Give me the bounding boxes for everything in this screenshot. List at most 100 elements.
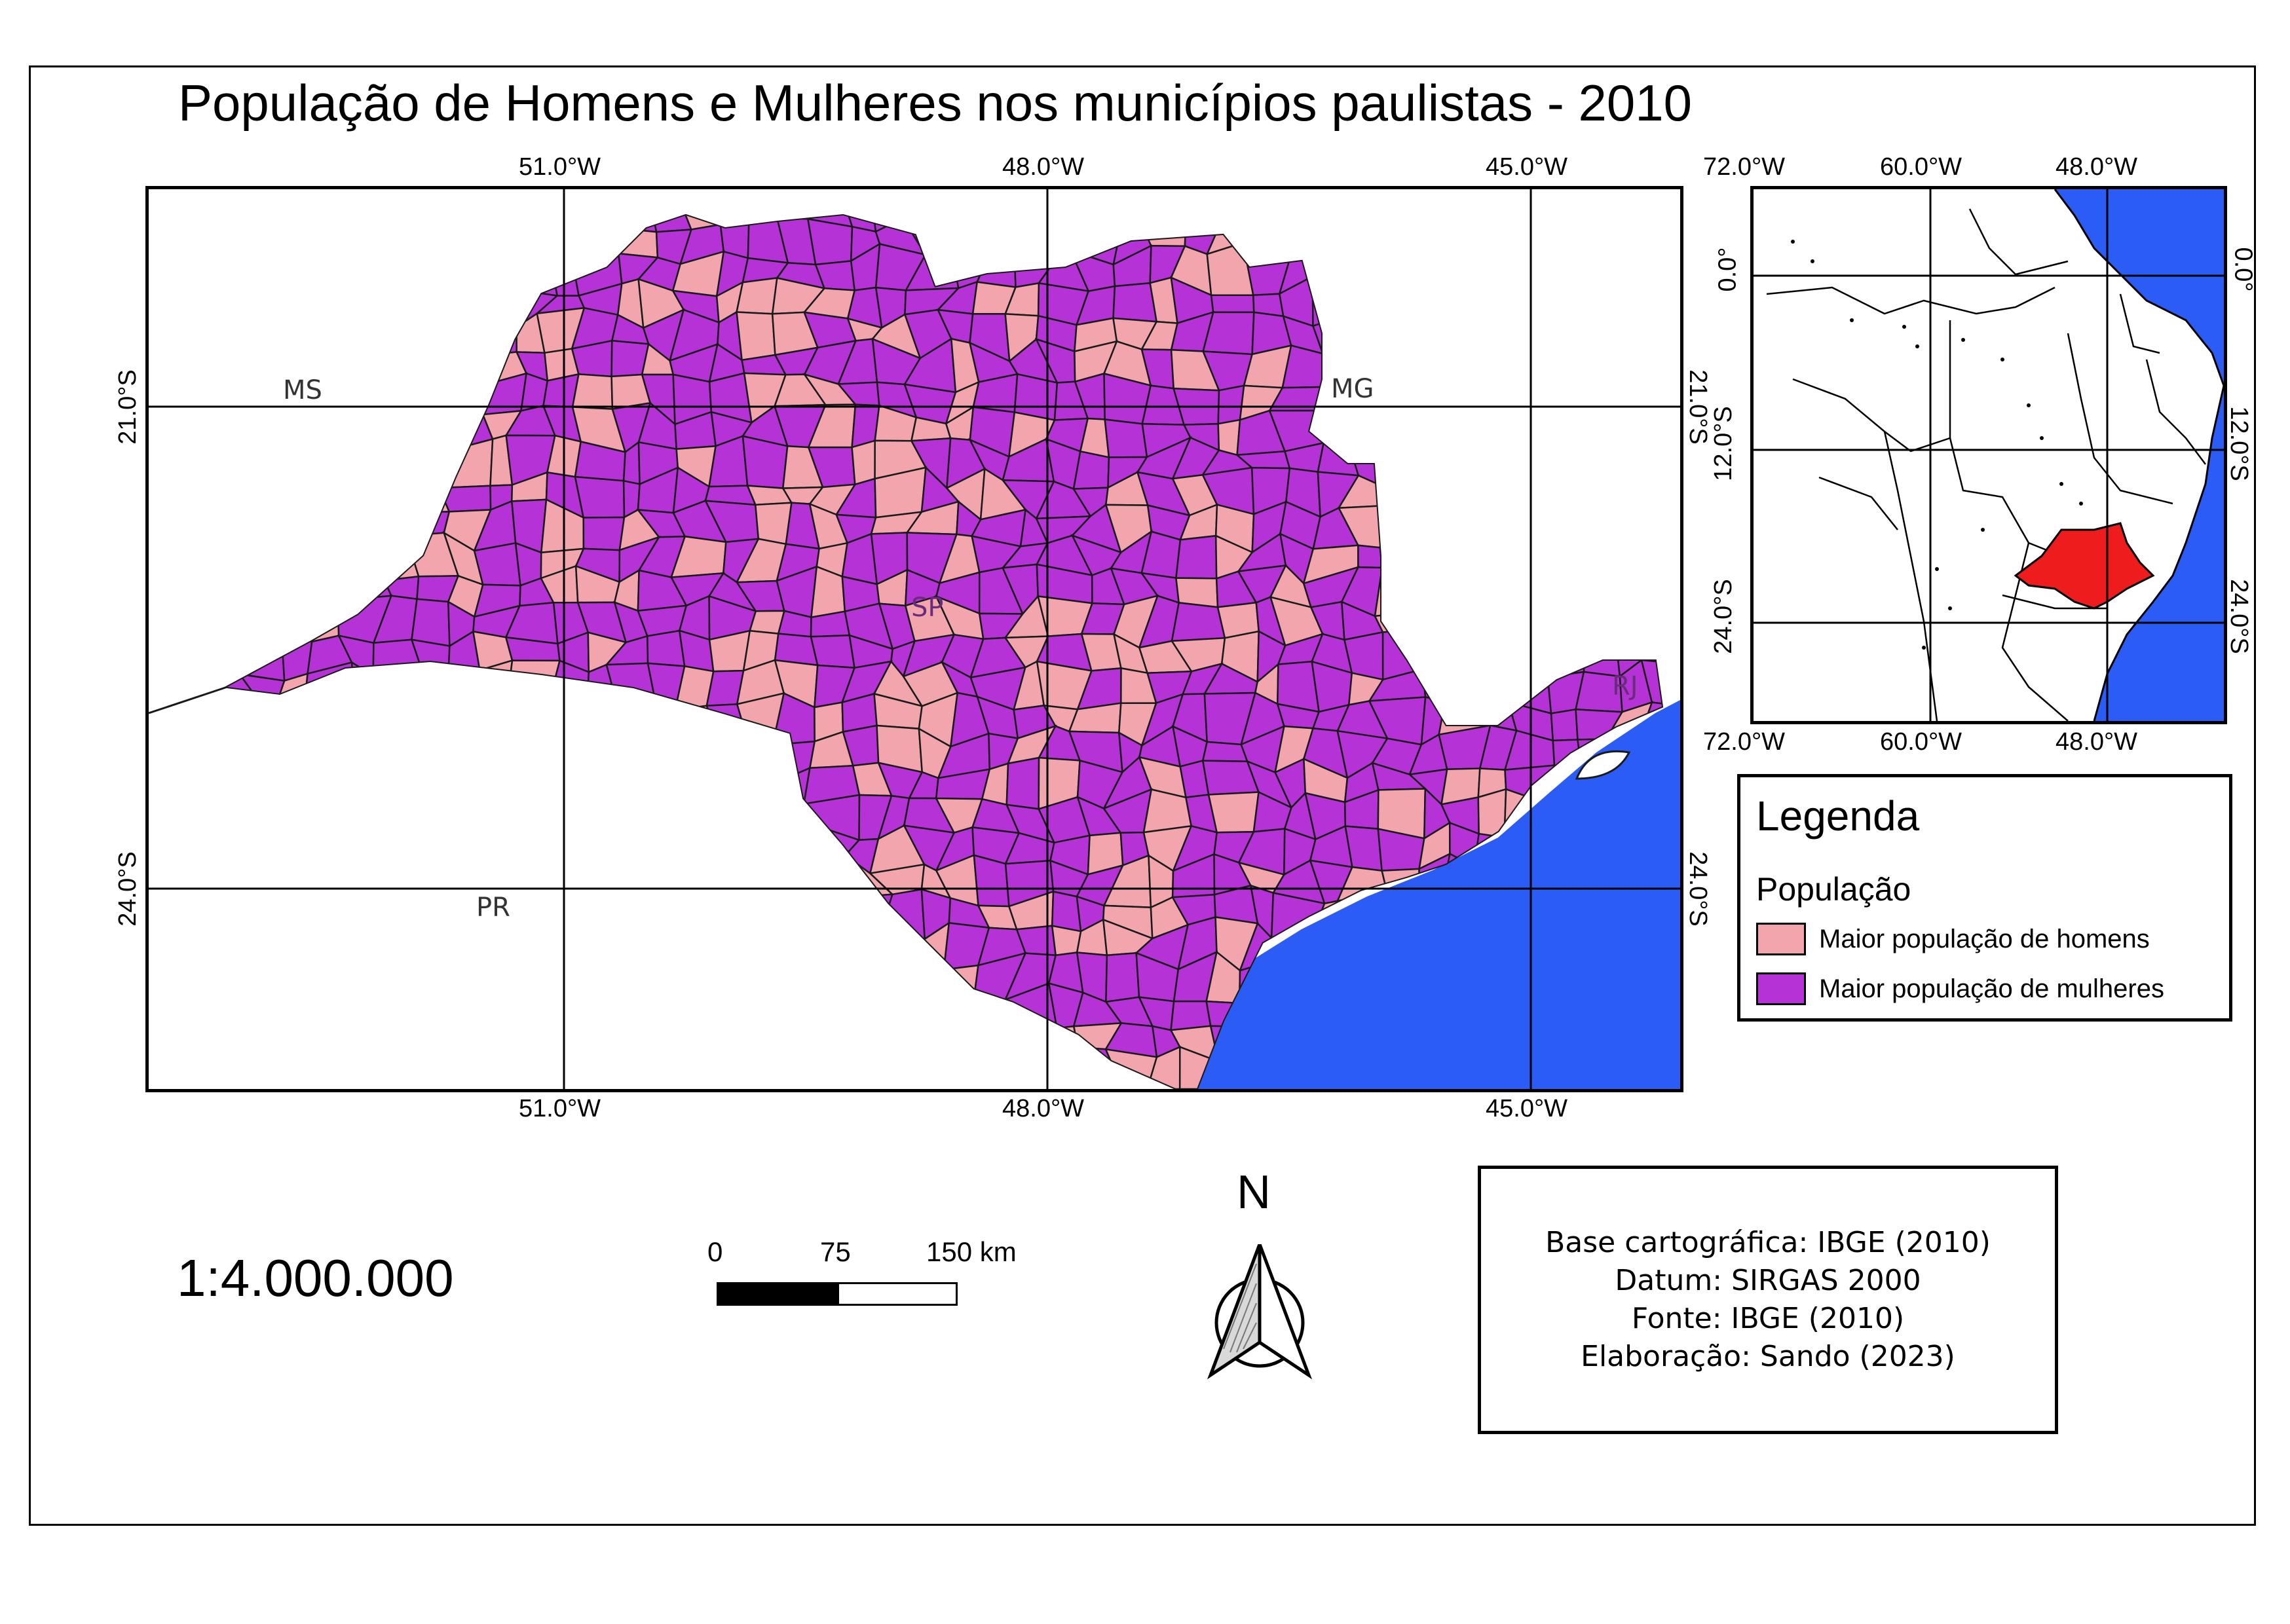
municipality <box>312 437 355 480</box>
state-label-mg: MG <box>1331 374 1374 404</box>
municipality <box>582 516 626 551</box>
municipality <box>337 477 394 517</box>
municipality <box>358 534 386 581</box>
municipality <box>1302 249 1359 284</box>
municipality <box>944 1060 988 1089</box>
municipality <box>743 852 793 904</box>
municipality <box>1642 545 1662 569</box>
municipality <box>1239 215 1294 231</box>
municipality <box>1543 189 1572 213</box>
municipality <box>602 853 656 906</box>
municipality <box>1602 545 1656 576</box>
municipality <box>245 771 294 811</box>
municipality <box>1105 951 1140 1003</box>
municipality <box>227 257 260 288</box>
municipality <box>1503 606 1552 650</box>
municipality <box>438 755 490 807</box>
municipality <box>236 439 286 483</box>
map-title: População de Homens e Mulheres nos munic… <box>178 74 1692 132</box>
municipality <box>505 659 561 711</box>
municipality <box>510 898 541 939</box>
municipality <box>469 995 529 1033</box>
municipality <box>272 766 309 811</box>
municipality <box>687 949 719 993</box>
municipality <box>607 966 659 995</box>
municipality <box>1381 189 1414 213</box>
municipality <box>856 893 894 931</box>
municipality <box>227 929 243 968</box>
municipality <box>909 1045 954 1089</box>
municipality <box>608 919 647 969</box>
municipality <box>1413 479 1459 519</box>
municipality <box>369 836 421 866</box>
municipality <box>227 275 259 319</box>
municipality <box>227 1063 258 1089</box>
municipality <box>1404 408 1452 444</box>
inset-bottom-lon-3: 48.0°W <box>2055 728 2138 756</box>
municipality <box>1442 245 1490 298</box>
municipality <box>1543 411 1589 449</box>
municipality <box>171 354 223 393</box>
municipality <box>589 1018 626 1054</box>
municipality <box>838 921 883 968</box>
municipality <box>747 1060 786 1089</box>
municipality <box>1546 466 1592 506</box>
main-map[interactable]: MS MG PR SP RJ <box>145 186 1683 1092</box>
municipality <box>410 638 451 679</box>
municipality <box>284 307 327 358</box>
inset-top-lon-3: 48.0°W <box>2055 153 2138 181</box>
municipality <box>309 215 340 264</box>
legend-title: Legenda <box>1756 792 1920 840</box>
municipality <box>1569 215 1618 249</box>
municipality <box>310 1055 355 1089</box>
municipality <box>1573 406 1617 451</box>
municipality <box>470 819 527 877</box>
municipality <box>177 1027 221 1065</box>
municipality <box>1646 408 1662 451</box>
municipality <box>284 405 316 442</box>
municipality <box>445 383 484 424</box>
scale-ratio: 1:4.000.000 <box>177 1249 454 1307</box>
municipality <box>314 828 350 859</box>
municipality <box>677 738 722 767</box>
municipality <box>749 926 781 962</box>
municipality <box>227 479 256 521</box>
municipality <box>350 661 375 711</box>
municipality <box>540 737 580 774</box>
municipality <box>680 926 719 955</box>
municipality <box>1184 215 1219 231</box>
municipality <box>1379 530 1423 569</box>
legend-label-women: Maior população de mulheres <box>1819 974 2164 1003</box>
main-bottom-lon-3: 45.0°W <box>1486 1095 1568 1122</box>
municipality <box>227 788 248 828</box>
municipality <box>345 955 385 997</box>
municipality <box>184 515 212 535</box>
municipality <box>873 928 926 962</box>
inset-right-lat-3: 24.0°S <box>2224 579 2253 654</box>
municipality <box>948 218 989 261</box>
municipality <box>851 439 876 486</box>
municipality <box>186 599 227 650</box>
municipality <box>1509 250 1558 279</box>
municipality <box>305 274 348 323</box>
municipality <box>337 218 388 264</box>
municipality <box>172 444 225 481</box>
municipality <box>870 1024 920 1063</box>
municipality <box>149 936 179 971</box>
municipality <box>388 346 424 389</box>
municipality <box>741 435 789 489</box>
municipality <box>540 756 576 800</box>
municipality <box>309 249 341 293</box>
municipality <box>305 515 362 545</box>
inset-locator-map[interactable] <box>1750 186 2227 724</box>
municipality <box>1545 244 1581 283</box>
municipality <box>1439 316 1493 360</box>
credit-datum: Datum: SIRGAS 2000 <box>1615 1264 1921 1297</box>
municipality <box>1472 536 1525 587</box>
municipality <box>149 744 191 776</box>
municipality <box>1004 1027 1059 1063</box>
municipality <box>809 854 859 898</box>
municipality <box>869 986 921 1033</box>
municipality <box>337 242 392 292</box>
legend-item-women: Maior população de mulheres <box>1756 972 2164 1005</box>
